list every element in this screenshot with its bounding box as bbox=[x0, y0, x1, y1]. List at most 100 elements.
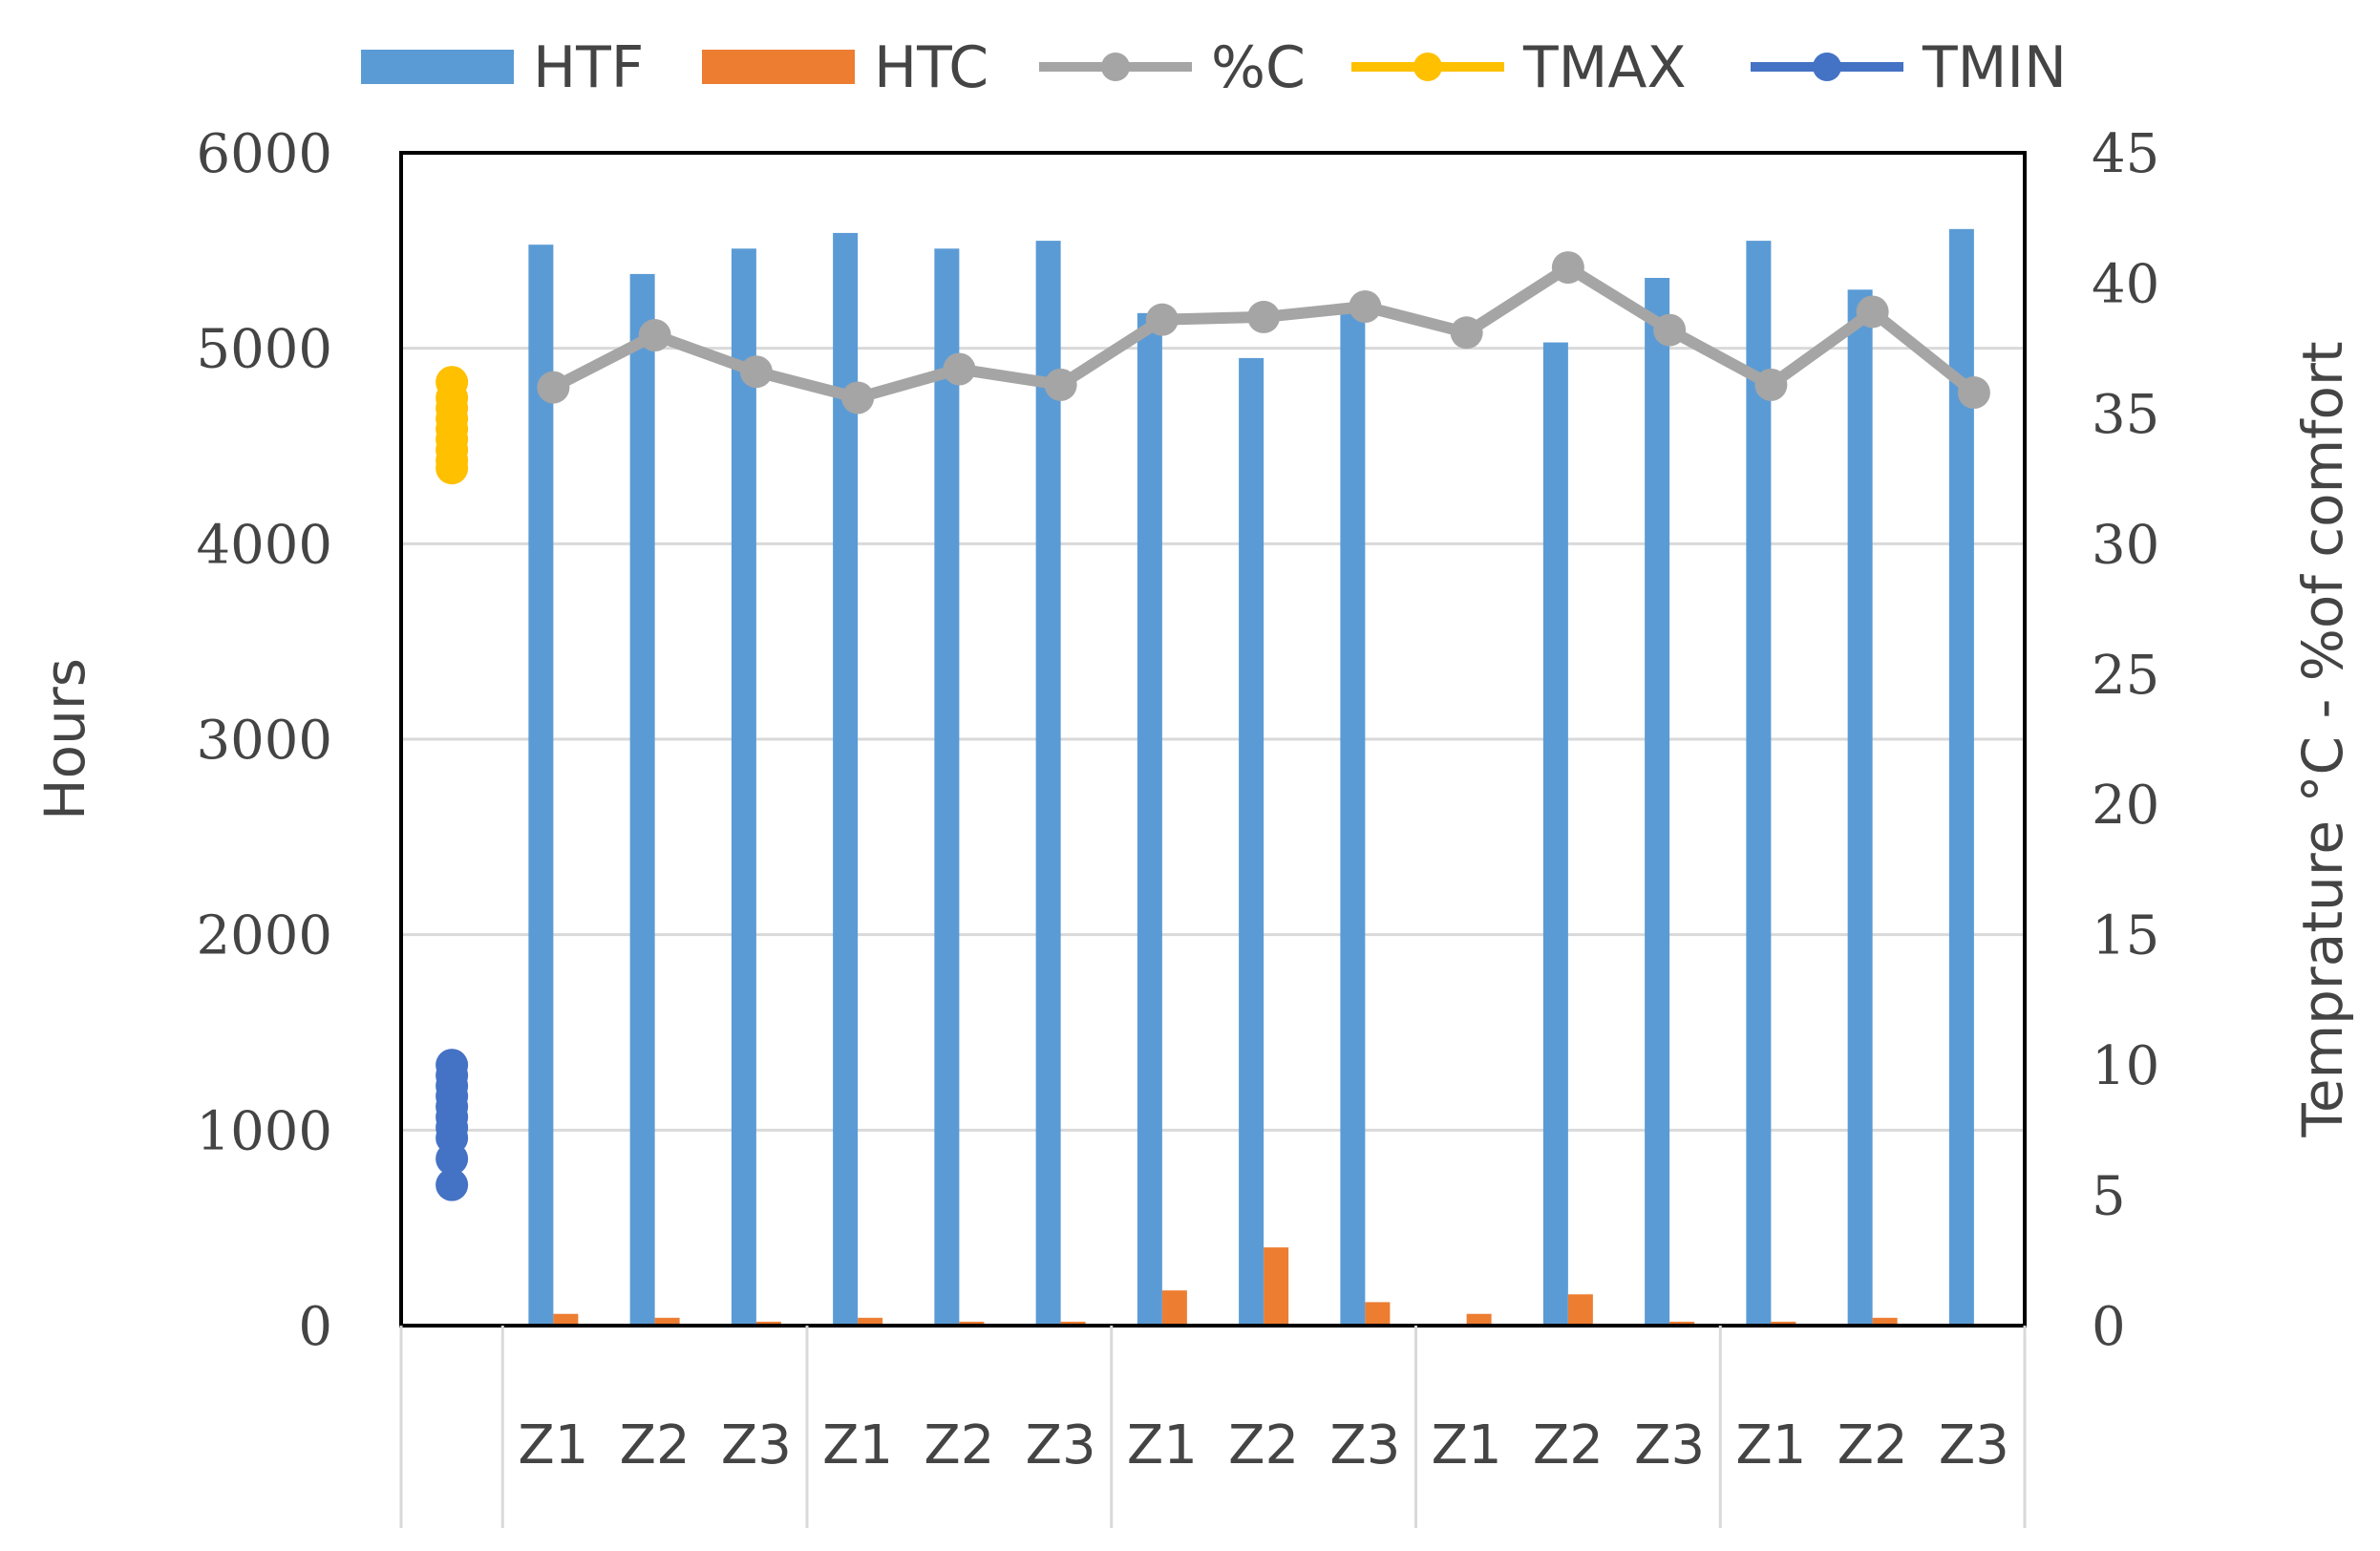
x-tick-label: Z3 bbox=[721, 1414, 792, 1477]
bar-htc bbox=[1466, 1313, 1492, 1326]
legend-marker bbox=[1413, 53, 1442, 81]
x-tick-label: Z2 bbox=[924, 1414, 994, 1477]
bar-htf bbox=[934, 248, 960, 1327]
point-pct-comfort bbox=[1145, 303, 1179, 336]
legend: HTF HTC %C TMAX TMIN bbox=[361, 34, 2067, 101]
legend-label: TMIN bbox=[1922, 34, 2067, 101]
y-tick-label: 1000 bbox=[196, 1100, 332, 1162]
point-pct-comfort bbox=[1044, 368, 1077, 401]
bar-htc bbox=[553, 1313, 579, 1326]
x-axis-ticks: Z1 Z2 Z3 Z1 Z2 Z3 Z1 Z2 Z3 Z1 Z2 Z3 Z1 Z2 Z3 bbox=[518, 1414, 2009, 1477]
point-pct-comfort bbox=[1349, 290, 1382, 324]
bar-htc bbox=[1365, 1302, 1391, 1326]
x-tick-label: Z2 bbox=[1533, 1414, 1604, 1477]
bar-htf bbox=[731, 248, 756, 1327]
bar-htf bbox=[1137, 312, 1162, 1326]
y-tick-label: 0 bbox=[298, 1296, 332, 1358]
bar-htf bbox=[1239, 357, 1264, 1326]
x-tick-label: Z1 bbox=[518, 1414, 588, 1477]
bar-htf bbox=[1847, 289, 1873, 1327]
bar-htc bbox=[1872, 1317, 1898, 1326]
point-pct-comfort bbox=[943, 352, 976, 386]
y2-axis-title: Temprature °C - %of comfort bbox=[2290, 341, 2355, 1137]
x-tick-label: Z3 bbox=[1329, 1414, 1400, 1477]
y-axis-title: Hours bbox=[32, 658, 97, 820]
y2-tick-label: 10 bbox=[2092, 1035, 2159, 1097]
bar-htc bbox=[1060, 1321, 1086, 1326]
point-pct-comfort bbox=[1247, 300, 1281, 333]
y-tick-label: 3000 bbox=[196, 710, 332, 772]
x-tick-label: Z3 bbox=[1634, 1414, 1705, 1477]
bar-htc bbox=[1161, 1290, 1187, 1326]
point-tmin bbox=[436, 1142, 469, 1176]
point-pct-comfort bbox=[1551, 251, 1584, 285]
x-tick-label: Z1 bbox=[1127, 1414, 1198, 1477]
bar-htf bbox=[1340, 305, 1366, 1326]
legend-swatch bbox=[702, 50, 855, 84]
x-tick-label: Z2 bbox=[1838, 1414, 1908, 1477]
bar-htc bbox=[1771, 1321, 1796, 1326]
x-tick-label: Z3 bbox=[1939, 1414, 2009, 1477]
bar-htc bbox=[654, 1317, 680, 1326]
point-pct-comfort bbox=[739, 355, 773, 389]
y-tick-label: 5000 bbox=[196, 319, 332, 381]
point-tmin bbox=[436, 1168, 469, 1201]
x-tick-label: Z2 bbox=[620, 1414, 691, 1477]
y2-tick-label: 20 bbox=[2092, 775, 2159, 837]
x-tick-label: Z3 bbox=[1026, 1414, 1096, 1477]
bar-htf bbox=[1035, 241, 1061, 1327]
scatter-series bbox=[436, 366, 469, 1201]
point-pct-comfort bbox=[537, 371, 570, 404]
point-pct-comfort bbox=[1754, 368, 1788, 401]
x-tick-label: Z1 bbox=[822, 1414, 893, 1477]
legend-label: HTF bbox=[533, 34, 644, 101]
plot-frame bbox=[399, 151, 2027, 1328]
line-series bbox=[537, 251, 1990, 414]
point-pct-comfort bbox=[1653, 313, 1687, 347]
y2-tick-label: 35 bbox=[2092, 384, 2159, 446]
point-pct-comfort bbox=[638, 319, 671, 352]
legend-swatch bbox=[361, 50, 514, 84]
legend-label: TMAX bbox=[1522, 34, 1687, 101]
x-tick-label: Z1 bbox=[1432, 1414, 1502, 1477]
bar-htf bbox=[1948, 228, 1974, 1326]
y2-tick-label: 25 bbox=[2092, 645, 2159, 707]
bar-htc bbox=[755, 1321, 781, 1326]
x-tick-label: Z2 bbox=[1228, 1414, 1299, 1477]
legend-label: %C bbox=[1211, 34, 1306, 101]
bar-htc bbox=[858, 1317, 883, 1326]
category-separators bbox=[399, 1326, 2027, 1528]
point-tmax bbox=[436, 452, 469, 485]
bar-htf bbox=[1542, 342, 1568, 1327]
x-tick-label: Z1 bbox=[1735, 1414, 1806, 1477]
bar-htf bbox=[1645, 277, 1670, 1326]
bar-htc bbox=[959, 1321, 985, 1326]
y-tick-label: 6000 bbox=[196, 123, 332, 185]
point-pct-comfort bbox=[1856, 295, 1889, 329]
right-axis-ticks: 0 5 10 15 20 25 30 35 40 45 bbox=[2092, 123, 2159, 1358]
legend-marker bbox=[1813, 53, 1841, 81]
bar-htf bbox=[1746, 241, 1772, 1327]
bars bbox=[528, 228, 1974, 1327]
y-tick-label: 2000 bbox=[196, 905, 332, 967]
left-axis-ticks: 0 1000 2000 3000 4000 5000 6000 bbox=[196, 123, 332, 1358]
bar-htf bbox=[833, 232, 859, 1326]
bar-htc bbox=[1567, 1294, 1593, 1326]
point-pct-comfort bbox=[1957, 376, 1990, 410]
bar-htc bbox=[1264, 1247, 1289, 1326]
y2-tick-label: 0 bbox=[2092, 1296, 2126, 1358]
bar-htf bbox=[629, 273, 655, 1327]
y2-tick-label: 15 bbox=[2092, 905, 2159, 967]
bar-htc bbox=[1669, 1321, 1695, 1326]
legend-label: HTC bbox=[874, 34, 988, 101]
legend-marker bbox=[1101, 53, 1130, 81]
y2-tick-label: 40 bbox=[2092, 253, 2159, 315]
bar-htf bbox=[528, 244, 554, 1326]
y2-tick-label: 30 bbox=[2092, 514, 2159, 576]
y-tick-label: 4000 bbox=[196, 514, 332, 576]
point-pct-comfort bbox=[841, 381, 875, 414]
y2-tick-label: 5 bbox=[2092, 1166, 2126, 1228]
y2-tick-label: 45 bbox=[2092, 123, 2159, 185]
point-pct-comfort bbox=[1450, 316, 1483, 350]
